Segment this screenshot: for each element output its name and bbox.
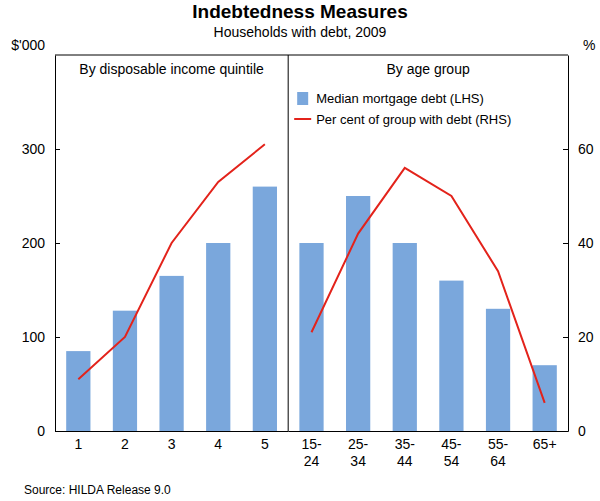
tick: 0 (563, 423, 586, 439)
tick-label: 25-34 (348, 436, 369, 470)
source: Source: HILDA Release 9.0 (24, 483, 171, 497)
tick: 2 (121, 436, 129, 452)
tick: 5 (261, 436, 269, 452)
tick-label: 200 (22, 235, 46, 251)
panel-divider (288, 55, 289, 431)
legend-swatch (294, 118, 311, 120)
frame-top (55, 55, 568, 56)
x-axis: 15-24 25-34 35-44 45-54 55-64 65+ (289, 432, 569, 470)
bar (66, 351, 90, 431)
bar (346, 196, 370, 431)
panel-title: By disposable income quintile (79, 61, 264, 77)
tick-label: 20 (578, 329, 594, 345)
bar (159, 276, 183, 431)
tick-label: 15-24 (301, 436, 322, 470)
bar (113, 311, 137, 431)
chart: Indebtedness Measures Households with deb… (0, 0, 600, 501)
y-axis: 0 100 200 300 (22, 56, 60, 439)
title: Indebtedness Measures (192, 1, 407, 22)
axis-title: $'000 (11, 37, 45, 53)
tick-label: 3 (168, 436, 176, 452)
tick-mark (563, 243, 568, 244)
legend-label: Per cent of group with debt (RHS) (316, 112, 511, 127)
bar (206, 243, 230, 431)
tick-mark (563, 431, 568, 432)
tick: 3 (168, 436, 176, 452)
tick-label: 0 (578, 423, 586, 439)
tick: 65+ (533, 436, 557, 452)
tick: 20 (563, 329, 594, 345)
bar (486, 309, 510, 431)
tick-label: 40 (578, 235, 594, 251)
tick: 15-24 (301, 436, 322, 470)
legend-swatch (297, 92, 308, 105)
tick: 40 (563, 235, 594, 251)
subtitle: Households with debt, 2009 (214, 24, 387, 40)
y2-axis: 0 20 40 60 (563, 56, 594, 439)
tick-label: 2 (121, 436, 129, 452)
tick: 1 (74, 436, 82, 452)
tick-mark (55, 243, 60, 244)
tick-label: 35-44 (395, 436, 416, 470)
tick-label: 4 (214, 436, 222, 452)
tick: 25-34 (348, 436, 369, 470)
tick: 55-64 (488, 436, 509, 470)
axis-title: % (583, 37, 595, 53)
legend: Median mortgage debt (LHS) Per cent of gr… (294, 91, 511, 127)
x-axis: 1 2 3 4 5 (56, 432, 289, 452)
line (78, 144, 265, 379)
plot-area (66, 144, 277, 431)
tick-label: 5 (261, 436, 269, 452)
tick-label: 65+ (533, 436, 557, 452)
bar (299, 243, 323, 431)
bar (439, 281, 463, 431)
tick-label: 300 (22, 141, 46, 157)
tick: 60 (563, 141, 594, 157)
tick: 4 (214, 436, 222, 452)
tick: 0 (37, 423, 60, 439)
bar (533, 365, 557, 431)
axis-line (289, 431, 569, 432)
tick-label: 55-64 (488, 436, 509, 470)
tick: 200 (22, 235, 60, 251)
axis-line (56, 431, 289, 432)
tick-mark (55, 337, 60, 338)
tick-label: 45-54 (441, 436, 462, 470)
axis-line (568, 56, 569, 432)
tick: 300 (22, 141, 60, 157)
tick-mark (563, 337, 568, 338)
legend-label: Median mortgage debt (LHS) (316, 91, 484, 106)
bar (253, 187, 277, 431)
tick: 100 (22, 329, 60, 345)
tick-label: 1 (74, 436, 82, 452)
tick-label: 60 (578, 141, 594, 157)
plot-area (299, 168, 556, 431)
panel-title: By age group (386, 61, 469, 77)
tick-label: 0 (37, 423, 45, 439)
line (312, 168, 545, 403)
tick: 45-54 (441, 436, 462, 470)
tick-mark (55, 431, 60, 432)
tick-label: 100 (22, 329, 46, 345)
tick: 35-44 (395, 436, 416, 470)
tick-mark (563, 149, 568, 150)
tick-mark (55, 149, 60, 150)
bar (393, 243, 417, 431)
